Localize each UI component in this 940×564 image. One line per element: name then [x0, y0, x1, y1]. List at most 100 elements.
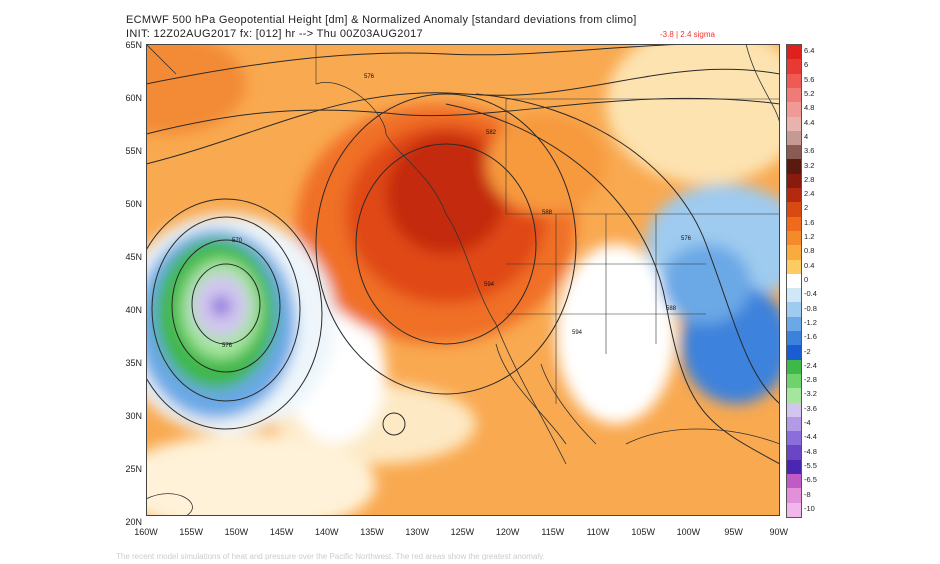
- colorbar-label: 0: [804, 275, 809, 284]
- coastlines: [146, 44, 780, 516]
- contour-label: 594: [484, 282, 495, 288]
- image-caption: The recent model simulations of heat and…: [116, 552, 545, 560]
- colorbar-swatch: [787, 87, 801, 103]
- lat-label: 65N: [125, 40, 142, 50]
- contour-label: 576: [364, 74, 375, 80]
- trough-east-mid: [661, 244, 751, 324]
- colorbar-swatch: [787, 359, 801, 375]
- lon-label: 150W: [224, 527, 249, 537]
- colorbar-swatch: [787, 273, 801, 289]
- colorbar-label: 3.2: [804, 160, 815, 170]
- colorbar-swatch: [787, 445, 801, 461]
- colorbar-swatch: [787, 402, 801, 418]
- colorbar-swatch: [787, 145, 801, 160]
- lat-label: 40N: [125, 305, 142, 315]
- colorbar-swatch: [787, 416, 801, 432]
- colorbar-label: 5.2: [804, 89, 815, 99]
- lon-label: 120W: [495, 527, 520, 537]
- colorbar-swatch: [787, 245, 801, 261]
- map-frame: [146, 44, 780, 516]
- lat-label: 30N: [125, 411, 142, 421]
- neutral-area-sw: [146, 434, 376, 516]
- colorbar-swatch: [787, 388, 801, 404]
- colorbar-label: 4: [804, 131, 809, 141]
- colorbar-label: -2.4: [804, 360, 817, 370]
- colorbar-swatch: [787, 488, 801, 504]
- colorbar-label: 3.6: [804, 146, 815, 156]
- colorbar-label: -3.2: [804, 389, 817, 399]
- colorbar-label: -1.2: [804, 317, 817, 327]
- anomaly-map: 576 582 588 576 570 576 594 594 588: [146, 44, 780, 516]
- colorbar-swatch: [787, 202, 801, 218]
- colorbar-swatch: [787, 45, 801, 60]
- colorbar-label: 2.4: [804, 189, 815, 199]
- colorbar-label: 2.8: [804, 174, 815, 184]
- colorbar-swatch: [787, 302, 801, 318]
- colorbar-label: -8: [804, 489, 811, 499]
- colorbar-label: 5.6: [804, 74, 815, 84]
- colorbar-swatch: [787, 102, 801, 117]
- anom-ridge-east: [486, 114, 606, 214]
- anom-nw: [146, 44, 246, 134]
- colorbar-swatch: [787, 288, 801, 303]
- lon-label: 105W: [631, 527, 655, 537]
- contour-label: 588: [666, 306, 677, 312]
- height-contours: [146, 44, 780, 465]
- colorbar-swatch: [787, 502, 801, 518]
- map-title: ECMWF 500 hPa Geopotential Height [dm] &…: [126, 14, 637, 26]
- colorbar-label: -4.4: [804, 432, 817, 442]
- lon-label: 100W: [676, 527, 701, 537]
- contour-label: 570: [232, 238, 243, 244]
- neutral-area-plains: [556, 244, 676, 424]
- colorbar: [786, 44, 802, 518]
- contour-label: 576: [222, 343, 233, 349]
- colorbar-label: 1.2: [804, 232, 815, 242]
- colorbar-swatch: [787, 188, 801, 203]
- colorbar-swatch: [787, 259, 801, 275]
- anomaly-range: -3.8 | 2.4 sigma: [660, 30, 715, 39]
- colorbar-label: -6.5: [804, 475, 817, 485]
- lon-label: 125W: [450, 527, 475, 537]
- lat-label: 50N: [125, 199, 142, 209]
- colorbar-label: -0.4: [804, 289, 817, 299]
- contour-label: 576: [681, 236, 692, 242]
- colorbar-label: 4.4: [804, 117, 815, 127]
- colorbar-label: -2.8: [804, 375, 817, 385]
- colorbar-label: 1.6: [804, 217, 815, 227]
- contour-labels: 576 582 588 576 570 576 594 594 588: [222, 74, 692, 349]
- anom-ridge-core: [386, 134, 506, 254]
- colorbar-label: 0.4: [804, 260, 815, 270]
- lon-label: 160W: [134, 527, 158, 537]
- colorbar-label: -1.6: [804, 332, 817, 342]
- neutral-area-ne: [606, 44, 780, 184]
- lon-label: 115W: [541, 527, 565, 537]
- colorbar-swatch: [787, 373, 801, 389]
- colorbar-swatch: [787, 130, 801, 146]
- colorbar-swatch: [787, 331, 801, 346]
- map-subtitle: INIT: 12Z02AUG2017 fx: [012] hr --> Thu …: [126, 28, 423, 40]
- colorbar-swatch: [787, 474, 801, 489]
- lon-label: 95W: [724, 527, 743, 537]
- colorbar-label: 6: [804, 60, 809, 70]
- lat-label: 60N: [125, 93, 142, 103]
- colorbar-swatch: [787, 116, 801, 132]
- colorbar-label: 2: [804, 203, 809, 213]
- contour-label: 582: [486, 130, 497, 136]
- lat-label: 45N: [125, 252, 142, 262]
- contour-label: 594: [572, 330, 583, 336]
- lat-label: 20N: [125, 517, 142, 527]
- colorbar-label: -4.8: [804, 446, 817, 456]
- contour-label: 588: [542, 210, 553, 216]
- political-borders: [315, 44, 780, 404]
- low-core: [211, 296, 231, 316]
- colorbar-swatch: [787, 459, 801, 475]
- lon-label: 130W: [405, 527, 429, 537]
- colorbar-swatch: [787, 230, 801, 246]
- colorbar-label: 0.8: [804, 246, 815, 256]
- colorbar-label: 6.4: [804, 46, 815, 56]
- colorbar-swatch: [787, 216, 801, 232]
- colorbar-label: -5.5: [804, 460, 817, 470]
- colorbar-label: 4.8: [804, 103, 815, 113]
- colorbar-label: -10: [804, 503, 815, 513]
- colorbar-swatch: [787, 316, 801, 332]
